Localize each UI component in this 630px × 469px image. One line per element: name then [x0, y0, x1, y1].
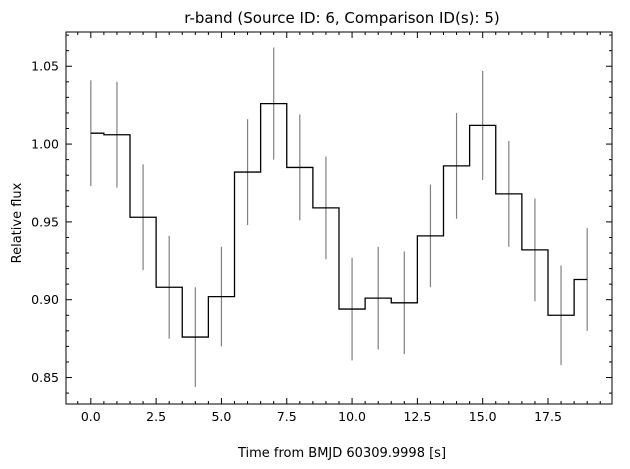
y-tick-label: 0.95	[31, 214, 59, 229]
x-tick-label: 2.5	[146, 409, 166, 424]
plot-frame	[65, 31, 613, 405]
y-tick-label: 0.90	[31, 292, 59, 307]
x-tick-label: 0.0	[81, 409, 101, 424]
tick-labels: 0.0 2.5 5.0 7.5 10.0 12.5 15.0 17.5 0.85 0.90 0.95…	[31, 59, 562, 424]
chart-title: r-band (Source ID: 6, Comparison ID(s): …	[184, 9, 499, 27]
x-tick-label: 17.5	[534, 409, 562, 424]
y-tick-label: 1.05	[31, 59, 59, 74]
y-axis-label: Relative flux	[10, 182, 25, 263]
x-tick-label: 5.0	[211, 409, 231, 424]
x-tick-label: 7.5	[277, 409, 297, 424]
x-tick-label: 10.0	[338, 409, 366, 424]
y-tick-label: 0.85	[31, 370, 59, 385]
y-tick-label: 1.00	[31, 137, 59, 152]
flux-step-line	[90, 102, 588, 338]
x-tick-label: 15.0	[469, 409, 497, 424]
x-axis-label: Time from BMJD 60309.9998 [s]	[237, 446, 446, 461]
x-tick-label: 12.5	[403, 409, 431, 424]
